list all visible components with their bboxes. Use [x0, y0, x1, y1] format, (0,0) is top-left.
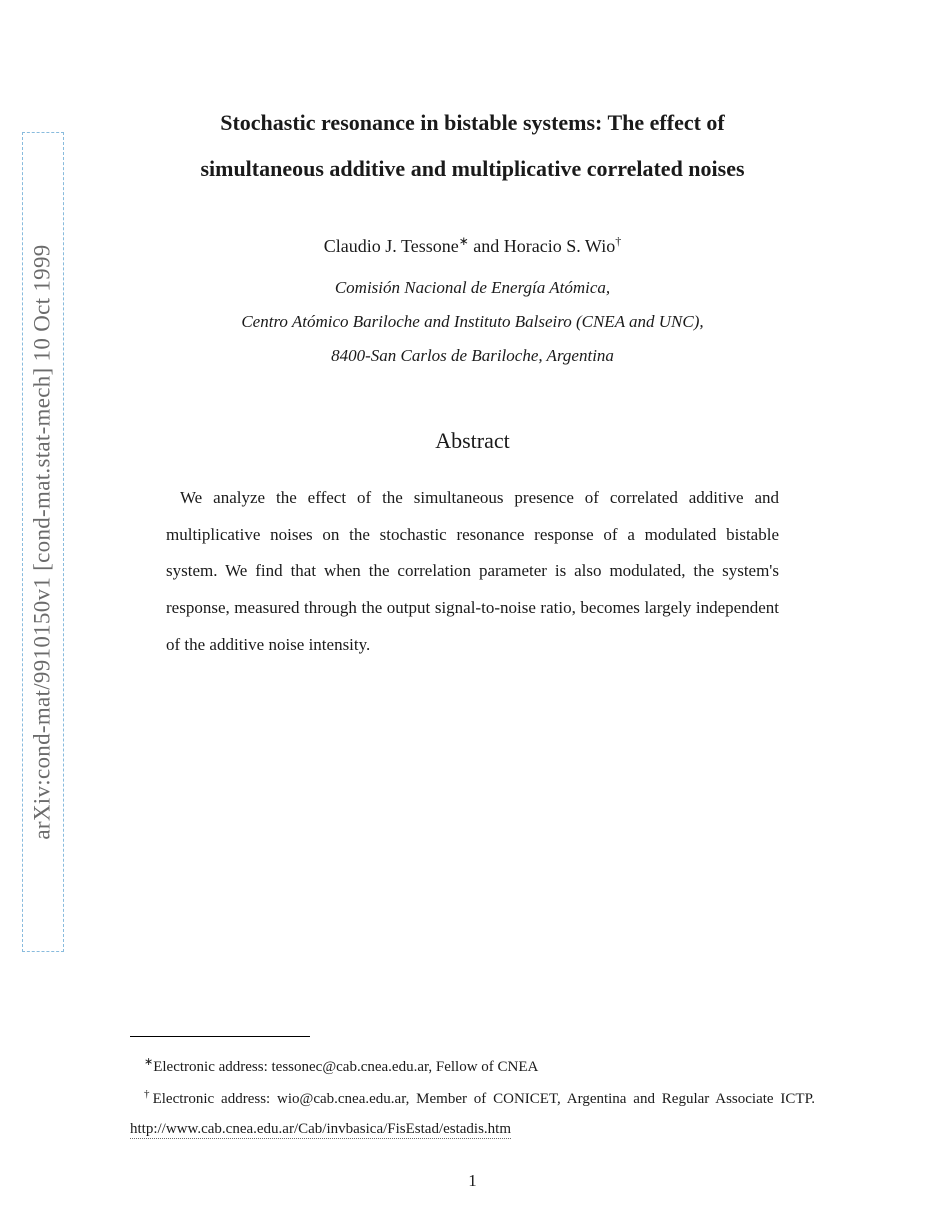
authors-block: Claudio J. Tessone∗ and Horacio S. Wio† …: [130, 234, 815, 373]
author-connector: and: [469, 236, 504, 256]
page-number: 1: [0, 1171, 945, 1191]
author-2: Horacio S. Wio: [504, 236, 615, 256]
title-line-1: Stochastic resonance in bistable systems…: [140, 100, 805, 146]
affiliation-line-3: 8400-San Carlos de Bariloche, Argentina: [130, 339, 815, 373]
title-line-2: simultaneous additive and multiplicative…: [140, 146, 805, 192]
footnote-1-mark: ∗: [144, 1056, 153, 1068]
title-block: Stochastic resonance in bistable systems…: [130, 100, 815, 192]
author-2-mark: †: [615, 234, 621, 248]
footnote-separator: [130, 1036, 310, 1037]
author-1-mark: ∗: [459, 234, 469, 248]
footnote-2-text: Electronic address: wio@cab.cnea.edu.ar,…: [153, 1091, 815, 1107]
footnote-2: †Electronic address: wio@cab.cnea.edu.ar…: [130, 1083, 815, 1146]
affiliation-line-1: Comisión Nacional de Energía Atómica,: [130, 271, 815, 305]
footnote-1-text: Electronic address: tessonec@cab.cnea.ed…: [153, 1059, 538, 1075]
footnote-1: ∗Electronic address: tessonec@cab.cnea.e…: [130, 1051, 815, 1083]
abstract-heading: Abstract: [130, 428, 815, 454]
footnote-2-link[interactable]: http://www.cab.cnea.edu.ar/Cab/invbasica…: [130, 1121, 511, 1139]
paper-page: arXiv:cond-mat/9910150v1 [cond-mat.stat-…: [0, 0, 945, 1223]
arxiv-identifier: arXiv:cond-mat/9910150v1 [cond-mat.stat-…: [30, 244, 56, 839]
arxiv-stamp-box: arXiv:cond-mat/9910150v1 [cond-mat.stat-…: [22, 132, 64, 952]
abstract-body: We analyze the effect of the simultaneou…: [130, 480, 815, 663]
authors-line: Claudio J. Tessone∗ and Horacio S. Wio†: [130, 234, 815, 257]
footnotes-block: ∗Electronic address: tessonec@cab.cnea.e…: [130, 1051, 815, 1145]
author-1: Claudio J. Tessone: [324, 236, 459, 256]
affiliation-line-2: Centro Atómico Bariloche and Instituto B…: [130, 305, 815, 339]
footnote-2-mark: †: [144, 1088, 153, 1100]
